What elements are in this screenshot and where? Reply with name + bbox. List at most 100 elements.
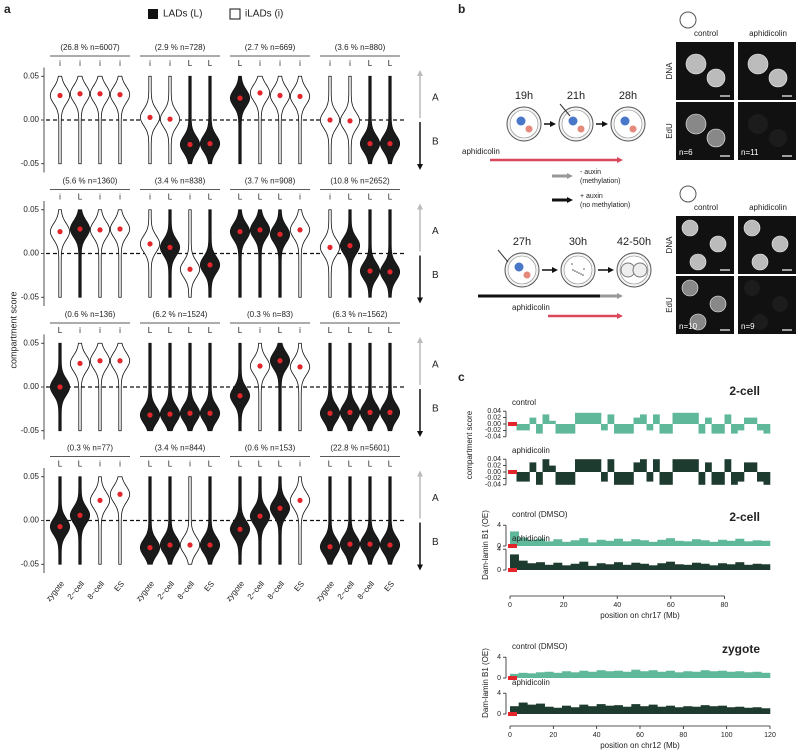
median-dot — [167, 411, 173, 417]
median-dot — [187, 410, 193, 416]
median-dot — [167, 542, 173, 548]
nucleus — [768, 68, 788, 88]
nucleus — [744, 280, 760, 296]
median-dot — [77, 91, 83, 97]
state-label: L — [328, 326, 333, 335]
median-dot — [97, 227, 103, 233]
group-header: (26.8 % n=6007) — [60, 43, 120, 52]
median-dot — [207, 542, 213, 548]
state-label: i — [119, 193, 121, 202]
x-tick-label: ES — [292, 579, 306, 593]
track-label: control (DMSO) — [512, 642, 568, 651]
micrograph — [738, 42, 796, 100]
signal-bar — [562, 541, 571, 546]
signal-bar — [523, 424, 530, 431]
violin — [199, 476, 221, 565]
signal-bar — [614, 705, 623, 714]
median-dot — [167, 244, 173, 250]
state-label: i — [189, 193, 191, 202]
signal-bar — [752, 671, 762, 678]
chromatin — [580, 273, 582, 275]
median-dot — [57, 384, 63, 390]
blastomere — [632, 262, 648, 278]
median-dot — [237, 393, 243, 399]
signal-bar — [562, 424, 569, 434]
signal-bar — [510, 531, 519, 546]
nucleus — [709, 235, 727, 253]
state-label: i — [79, 326, 81, 335]
signal-bar — [726, 671, 736, 678]
violin — [339, 342, 361, 432]
arrow-head — [550, 121, 556, 127]
state-label: L — [238, 326, 243, 335]
violin — [359, 342, 381, 432]
y-tick-label: 0 — [497, 675, 501, 682]
x-tick-label: 40 — [593, 732, 601, 739]
median-dot — [277, 92, 283, 99]
median-dot — [347, 118, 353, 124]
signal-bar — [692, 459, 699, 472]
median-dot — [367, 141, 373, 147]
signal-bar — [601, 424, 608, 431]
signal-bar — [763, 472, 771, 485]
x-tick-label: ES — [112, 579, 126, 593]
violin — [109, 209, 131, 298]
signal-bar — [679, 412, 686, 424]
group-header: (5.6 % n=1360) — [63, 177, 118, 186]
state-label: L — [258, 193, 263, 202]
signal-bar — [666, 424, 673, 434]
y-tick-label: 0 — [497, 567, 501, 574]
violin — [139, 75, 161, 165]
signal-bar — [516, 472, 524, 482]
group-header: (2.7 % n=669) — [245, 43, 296, 52]
nucleus — [685, 53, 707, 75]
state-label: L — [148, 460, 153, 469]
column-label: control — [694, 29, 718, 38]
signal-bar — [735, 706, 745, 714]
state-label: L — [388, 460, 393, 469]
signal-bar — [620, 472, 628, 485]
signal-bar — [731, 472, 738, 485]
signal-bar — [553, 539, 563, 546]
violin — [319, 209, 341, 298]
nucleus — [681, 219, 699, 237]
x-tick-label: 20 — [549, 732, 557, 739]
signal-bar — [692, 706, 701, 714]
median-dot — [57, 229, 63, 235]
signal-bar — [570, 540, 580, 546]
x-tick-label: 2−cell — [246, 579, 267, 601]
violin — [179, 342, 201, 432]
signal-bar — [596, 670, 606, 678]
median-dot — [347, 243, 353, 249]
violin — [69, 342, 91, 432]
violin — [249, 209, 271, 298]
signal-bar — [653, 459, 660, 472]
signal-bar — [761, 708, 771, 714]
violin — [359, 75, 381, 165]
y-tick-label: 4 — [497, 522, 501, 529]
nucleus — [689, 313, 707, 331]
signal-bar — [718, 472, 725, 485]
y-tick-label: -0.05 — [21, 559, 40, 568]
signal-bar — [692, 562, 701, 570]
signal-bar — [752, 540, 762, 546]
x-tick-label: 0 — [508, 732, 512, 739]
count-label: n=9 — [741, 322, 755, 331]
arrow-head — [417, 70, 423, 76]
arrow-head — [567, 197, 573, 203]
signal-bar — [737, 424, 745, 431]
median-dot — [57, 524, 63, 530]
signal-bar — [631, 704, 641, 714]
legend-label: iLADs (i) — [245, 9, 283, 20]
signal-bar — [605, 564, 615, 570]
pronucleus — [620, 116, 630, 126]
signal-bar — [544, 541, 554, 546]
signal-bar — [653, 414, 660, 424]
pronucleus — [568, 116, 578, 126]
median-dot — [207, 410, 213, 416]
median-dot — [387, 409, 393, 415]
state-label: L — [368, 326, 373, 335]
track-label: aphidicolin — [512, 678, 550, 687]
signal-bar — [744, 564, 753, 570]
y-tick-label: 0.05 — [23, 205, 39, 214]
